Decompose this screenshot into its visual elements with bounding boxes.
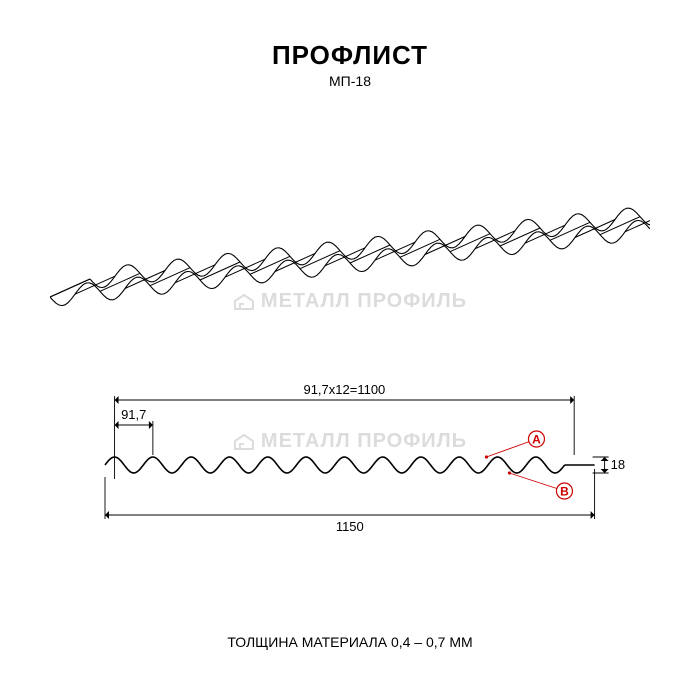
svg-text:91,7: 91,7 — [121, 407, 146, 422]
cross-section-svg: 91,7x12=1100 91,7 1150 18 A B — [50, 370, 650, 540]
isometric-svg — [50, 145, 650, 315]
isometric-view — [50, 145, 650, 315]
footer-text: ТОЛЩИНА МАТЕРИАЛА 0,4 – 0,7 ММ — [0, 634, 700, 650]
page-subtitle: МП-18 — [0, 73, 700, 89]
page: ПРОФЛИСТ МП-18 МЕТАЛЛ ПРОФИЛЬ 91,7x12=11… — [0, 0, 700, 700]
cross-section-view: 91,7x12=1100 91,7 1150 18 A B — [50, 370, 650, 540]
title-block: ПРОФЛИСТ МП-18 — [0, 40, 700, 89]
page-title: ПРОФЛИСТ — [0, 40, 700, 71]
svg-text:18: 18 — [611, 457, 625, 472]
svg-text:B: B — [560, 485, 569, 499]
svg-text:A: A — [532, 433, 541, 447]
svg-text:1150: 1150 — [336, 519, 364, 534]
svg-text:91,7x12=1100: 91,7x12=1100 — [303, 382, 385, 397]
